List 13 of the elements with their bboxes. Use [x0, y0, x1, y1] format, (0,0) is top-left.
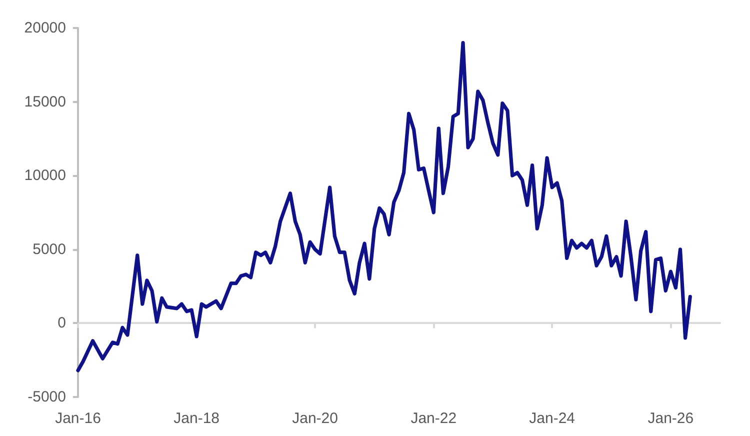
x-tick-label: Jan-16 — [55, 410, 101, 427]
line-series — [76, 40, 692, 372]
y-tick-label: 5000 — [32, 240, 66, 258]
x-tick-label: Jan-24 — [529, 410, 576, 427]
x-tick-label: Jan-20 — [292, 410, 338, 427]
x-tick-label: Jan-26 — [648, 410, 694, 427]
y-tick-label: -5000 — [28, 388, 66, 406]
y-tick-label: 10000 — [24, 167, 66, 184]
y-tick-label: 15000 — [24, 93, 66, 110]
x-tick-label: Jan-18 — [174, 410, 220, 427]
x-tick-label: Jan-22 — [410, 410, 457, 427]
y-tick-label: 0 — [58, 314, 66, 332]
y-tick-label: 20000 — [24, 20, 66, 36]
